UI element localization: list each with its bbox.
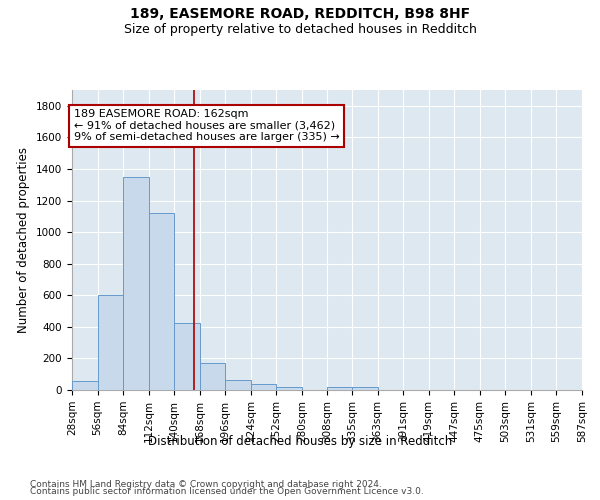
Bar xyxy=(352,387,377,390)
Bar xyxy=(225,380,251,390)
Bar xyxy=(328,387,353,390)
Y-axis label: Number of detached properties: Number of detached properties xyxy=(17,147,31,333)
Bar xyxy=(251,384,277,390)
Bar xyxy=(277,387,302,390)
Text: Contains HM Land Registry data © Crown copyright and database right 2024.: Contains HM Land Registry data © Crown c… xyxy=(30,480,382,489)
Bar xyxy=(123,177,149,390)
Bar xyxy=(174,323,200,390)
Text: Distribution of detached houses by size in Redditch: Distribution of detached houses by size … xyxy=(148,435,452,448)
Text: 189, EASEMORE ROAD, REDDITCH, B98 8HF: 189, EASEMORE ROAD, REDDITCH, B98 8HF xyxy=(130,8,470,22)
Text: 189 EASEMORE ROAD: 162sqm
← 91% of detached houses are smaller (3,462)
9% of sem: 189 EASEMORE ROAD: 162sqm ← 91% of detac… xyxy=(74,109,340,142)
Bar xyxy=(149,213,174,390)
Text: Contains public sector information licensed under the Open Government Licence v3: Contains public sector information licen… xyxy=(30,488,424,496)
Text: Size of property relative to detached houses in Redditch: Size of property relative to detached ho… xyxy=(124,22,476,36)
Bar xyxy=(72,380,98,390)
Bar xyxy=(200,363,225,390)
Bar xyxy=(98,296,123,390)
